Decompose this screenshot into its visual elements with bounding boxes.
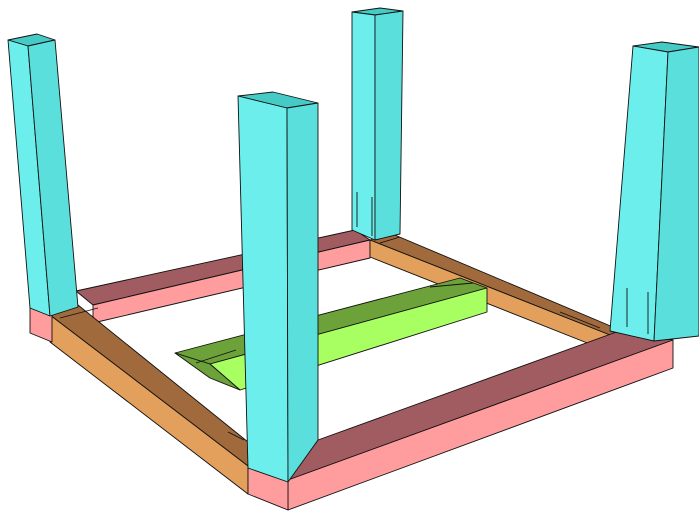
arrow-diagonal-icon xyxy=(379,236,401,244)
front-leg-right xyxy=(286,102,319,483)
right-leg xyxy=(609,41,699,342)
stretcher-left-end xyxy=(174,352,241,391)
front-leg-left xyxy=(237,95,289,483)
back-middle-leg xyxy=(351,7,404,241)
arrow-diagonal-icon xyxy=(227,431,245,441)
right-leg-right xyxy=(653,46,699,342)
left-short-apron xyxy=(49,304,249,495)
arrow-diagonal-icon xyxy=(59,307,99,319)
front-leg xyxy=(237,91,319,483)
back-left-leg-right xyxy=(27,39,79,317)
back-left-leg xyxy=(7,33,79,317)
back-long-apron xyxy=(75,229,371,324)
arrow-diagonal-icon xyxy=(559,311,601,329)
right-short-apron xyxy=(369,232,621,353)
front-apron-front xyxy=(287,339,674,511)
arrow-diagonal-icon xyxy=(195,349,237,364)
center-stretcher xyxy=(174,277,488,391)
back-middle-leg-right xyxy=(374,10,404,241)
left-apron-top xyxy=(49,304,249,467)
arrow-diagonal-icon xyxy=(429,282,474,288)
pocket-hole-arrows xyxy=(59,192,649,441)
